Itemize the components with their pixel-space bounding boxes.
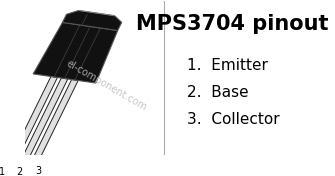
- Polygon shape: [9, 77, 57, 164]
- Text: 1.  Emitter: 1. Emitter: [187, 58, 268, 73]
- Polygon shape: [29, 80, 78, 167]
- Text: 3.  Collector: 3. Collector: [187, 112, 279, 127]
- Text: 2: 2: [16, 167, 22, 176]
- Text: 2.  Base: 2. Base: [187, 85, 249, 100]
- Text: 1: 1: [0, 167, 5, 176]
- Text: el-component.com: el-component.com: [64, 58, 148, 112]
- Text: MPS3704 pinout: MPS3704 pinout: [136, 14, 328, 34]
- Polygon shape: [19, 78, 68, 165]
- Polygon shape: [33, 23, 118, 83]
- Text: 3: 3: [36, 166, 42, 176]
- Polygon shape: [63, 11, 122, 30]
